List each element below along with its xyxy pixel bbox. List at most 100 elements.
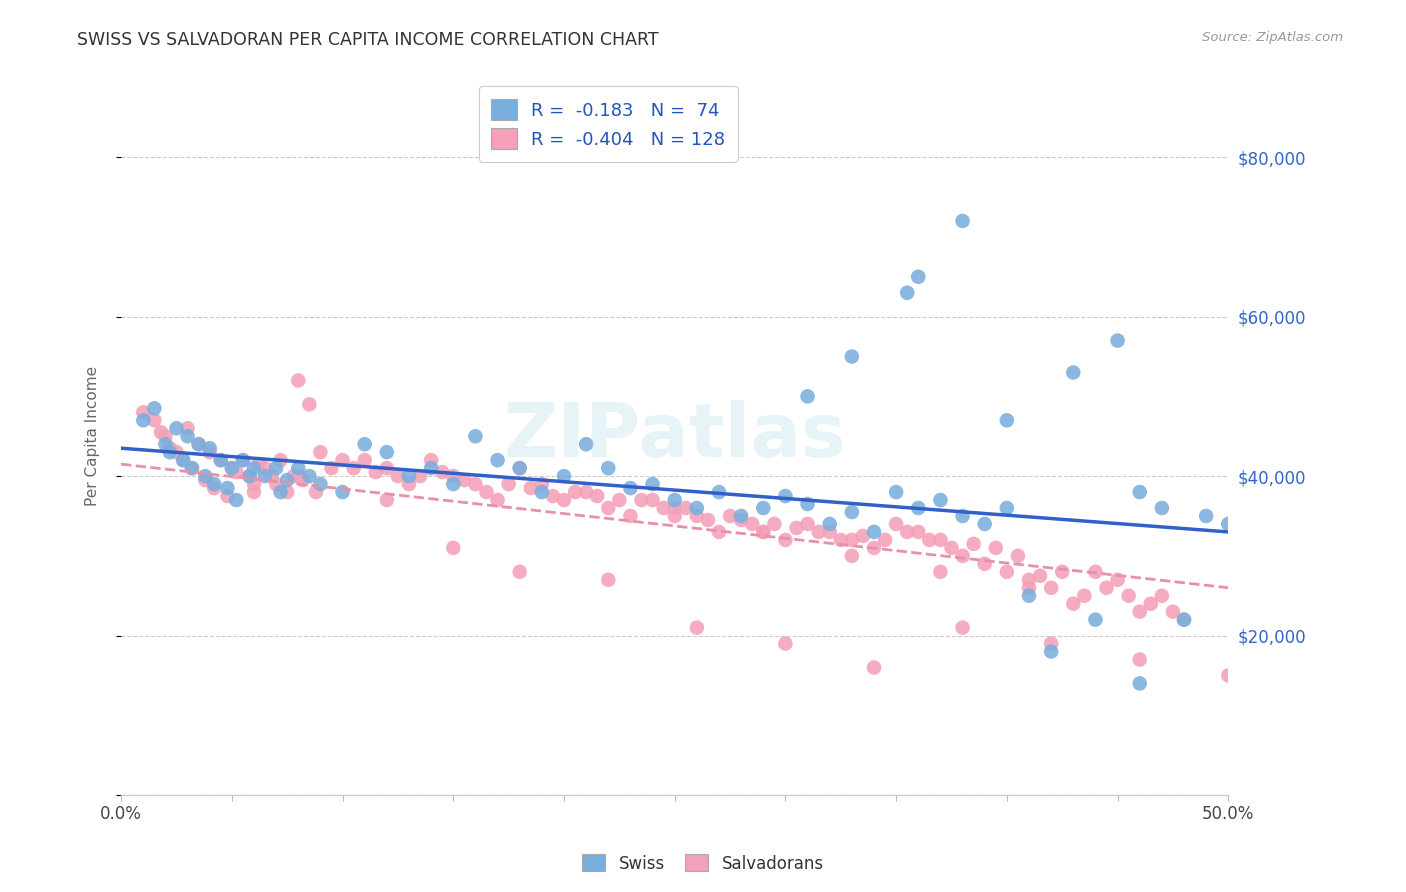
Point (929, 565, 952, 579)
Point (243, 477, 266, 491)
Point (918, 533, 941, 547)
Point (343, 461, 366, 475)
Point (291, 473, 314, 487)
Point (159, 441, 181, 455)
Point (270, 453, 292, 467)
Point (1084, 565, 1107, 579)
Point (697, 513, 720, 527)
Point (209, 453, 232, 467)
Point (364, 465, 387, 479)
Point (863, 660, 886, 674)
Point (841, 350, 863, 364)
Point (952, 508, 974, 523)
Point (962, 537, 984, 551)
Point (686, 508, 709, 523)
Point (155, 437, 177, 451)
Point (718, 508, 741, 523)
Y-axis label: Per Capita Income: Per Capita Income (86, 367, 100, 507)
Point (818, 524, 841, 539)
Point (786, 521, 808, 535)
Point (995, 501, 1018, 516)
Point (420, 453, 443, 467)
Point (941, 541, 963, 555)
Point (1161, 605, 1184, 619)
Point (907, 524, 929, 539)
Point (332, 453, 354, 467)
Point (441, 469, 464, 483)
Point (553, 469, 575, 483)
Point (707, 524, 730, 539)
Point (321, 461, 343, 475)
Point (818, 516, 841, 531)
Point (664, 508, 686, 523)
Point (194, 473, 217, 487)
Point (238, 469, 260, 483)
Point (298, 397, 321, 411)
Point (896, 285, 918, 300)
Point (441, 541, 464, 555)
Point (619, 481, 641, 495)
Point (166, 421, 188, 435)
Point (276, 473, 298, 487)
Point (159, 445, 181, 459)
Point (202, 481, 225, 495)
Point (238, 469, 260, 483)
Point (973, 516, 995, 531)
Point (260, 469, 283, 483)
Point (1040, 644, 1063, 658)
Point (664, 493, 686, 508)
Point (509, 565, 531, 579)
Point (752, 501, 775, 516)
Point (254, 461, 277, 475)
Point (176, 429, 198, 443)
Point (1062, 597, 1084, 611)
Point (1107, 334, 1129, 348)
Point (973, 557, 995, 571)
Legend: Swiss, Salvadorans: Swiss, Salvadorans (575, 847, 831, 880)
Point (194, 469, 217, 483)
Point (225, 465, 247, 479)
Text: Source: ZipAtlas.com: Source: ZipAtlas.com (1202, 31, 1343, 45)
Point (353, 437, 375, 451)
Point (841, 533, 863, 547)
Point (796, 497, 818, 511)
Point (530, 477, 553, 491)
Point (283, 469, 305, 483)
Point (641, 493, 664, 508)
Point (1129, 485, 1152, 500)
Point (575, 437, 598, 451)
Point (686, 621, 709, 635)
Point (995, 413, 1018, 427)
Point (232, 453, 254, 467)
Point (498, 477, 520, 491)
Point (952, 621, 974, 635)
Point (1040, 636, 1063, 650)
Point (509, 461, 531, 475)
Point (796, 516, 818, 531)
Point (1029, 569, 1052, 583)
Point (1118, 589, 1140, 603)
Point (775, 489, 797, 503)
Point (420, 461, 443, 475)
Point (752, 524, 775, 539)
Point (1218, 516, 1240, 531)
Point (264, 461, 287, 475)
Point (929, 493, 952, 508)
Point (132, 413, 155, 427)
Point (225, 493, 247, 508)
Point (1073, 589, 1095, 603)
Point (305, 485, 328, 500)
Point (1084, 613, 1107, 627)
Point (598, 501, 620, 516)
Point (884, 516, 907, 531)
Point (243, 485, 266, 500)
Point (298, 469, 321, 483)
Point (475, 485, 498, 500)
Point (641, 477, 664, 491)
Point (741, 516, 763, 531)
Point (598, 573, 620, 587)
Text: SWISS VS SALVADORAN PER CAPITA INCOME CORRELATION CHART: SWISS VS SALVADORAN PER CAPITA INCOME CO… (77, 31, 659, 49)
Point (375, 445, 398, 459)
Point (287, 373, 309, 387)
Point (1129, 652, 1152, 666)
